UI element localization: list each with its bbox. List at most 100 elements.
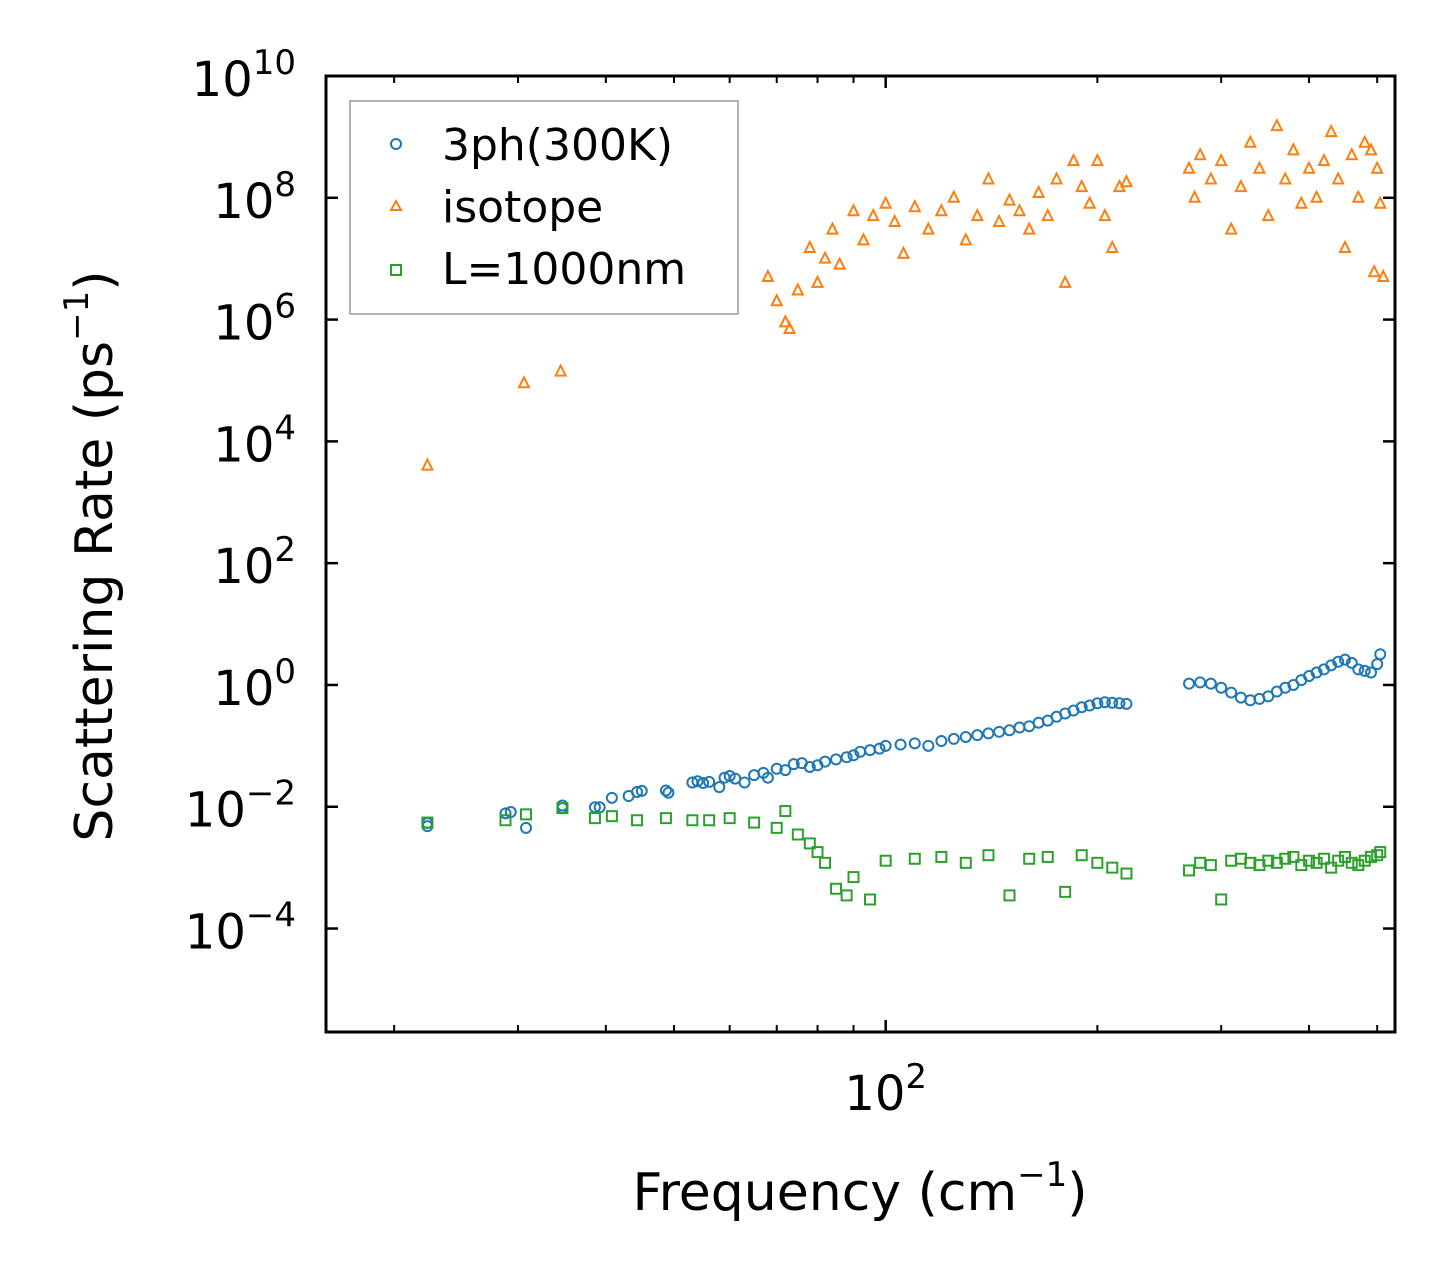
point-circle-58 xyxy=(1075,701,1088,714)
point-triangle-49 xyxy=(1243,134,1257,148)
point-triangle-29 xyxy=(1022,221,1036,235)
point-triangle-64 xyxy=(1358,134,1372,148)
point-square-29 xyxy=(1041,850,1054,863)
point-circle-89 xyxy=(1374,648,1387,661)
point-triangle-2 xyxy=(554,363,568,377)
point-square-4 xyxy=(588,812,601,825)
point-circle-73 xyxy=(1262,690,1275,703)
point-circle-85 xyxy=(1352,663,1365,676)
y-tick-label-2: 100 xyxy=(213,652,296,717)
x-tick-label-0: 102 xyxy=(844,1057,927,1122)
legend-label-boundary: L=1000nm xyxy=(442,244,686,295)
point-square-13 xyxy=(779,805,792,818)
point-triangle-35 xyxy=(1075,178,1089,193)
point-triangle-47 xyxy=(1224,221,1238,235)
point-triangle-45 xyxy=(1204,171,1218,185)
point-triangle-33 xyxy=(1058,274,1072,288)
point-circle-9 xyxy=(605,791,618,804)
point-triangle-26 xyxy=(992,213,1006,228)
point-triangle-37 xyxy=(1090,152,1104,167)
point-triangle-50 xyxy=(1252,160,1267,174)
point-square-12 xyxy=(770,821,783,834)
point-square-38 xyxy=(1215,893,1228,906)
point-triangle-12 xyxy=(832,256,847,270)
point-circle-62 xyxy=(1106,696,1119,709)
point-triangle-69 xyxy=(1376,268,1390,283)
point-triangle-58 xyxy=(1317,152,1331,167)
point-square-24 xyxy=(935,850,948,863)
point-circle-86 xyxy=(1358,664,1371,677)
point-square-23 xyxy=(908,852,921,865)
point-square-31 xyxy=(1075,849,1088,862)
point-triangle-17 xyxy=(888,213,902,228)
point-triangle-66 xyxy=(1367,263,1381,278)
point-square-51 xyxy=(1325,861,1338,874)
x-axis-label: Frequency (cm−1) xyxy=(632,1155,1087,1223)
point-circle-36 xyxy=(847,749,860,762)
point-square-54 xyxy=(1345,856,1358,869)
point-triangle-21 xyxy=(934,203,948,217)
x-axis-ticks: 102 xyxy=(393,76,1379,1122)
point-triangle-3 xyxy=(761,268,775,283)
point-triangle-4 xyxy=(770,293,784,307)
point-square-43 xyxy=(1262,854,1275,867)
point-circle-45 xyxy=(947,732,960,745)
point-triangle-28 xyxy=(1012,203,1027,217)
point-triangle-25 xyxy=(981,171,996,185)
point-triangle-11 xyxy=(825,221,840,235)
point-square-37 xyxy=(1204,859,1217,872)
point-triangle-52 xyxy=(1270,117,1284,132)
point-circle-44 xyxy=(935,735,948,748)
point-circle-65 xyxy=(1183,677,1196,690)
point-circle-40 xyxy=(879,739,892,752)
point-triangle-23 xyxy=(959,232,973,246)
legend-box xyxy=(349,100,739,315)
point-triangle-1 xyxy=(517,375,531,389)
point-circle-31 xyxy=(803,760,816,773)
point-circle-11 xyxy=(631,785,644,798)
point-square-17 xyxy=(819,856,832,869)
point-triangle-14 xyxy=(856,232,871,246)
point-circle-60 xyxy=(1091,697,1104,710)
point-square-9 xyxy=(703,814,716,827)
point-square-11 xyxy=(748,816,761,829)
point-circle-83 xyxy=(1339,653,1352,666)
point-triangle-22 xyxy=(947,189,961,203)
point-circle-18 xyxy=(703,775,716,788)
y-tick-label-6: 108 xyxy=(213,165,296,230)
point-triangle-46 xyxy=(1214,152,1228,167)
point-circle-23 xyxy=(738,776,751,789)
point-circle-35 xyxy=(840,751,853,764)
legend: 3ph(300K) isotope L=1000nm xyxy=(349,100,739,315)
point-circle-38 xyxy=(864,744,877,757)
point-square-30 xyxy=(1059,885,1072,898)
point-triangle-36 xyxy=(1083,195,1097,209)
point-triangle-43 xyxy=(1188,189,1202,203)
point-square-8 xyxy=(686,814,699,827)
y-tick-label-4: 104 xyxy=(213,408,296,473)
point-triangle-34 xyxy=(1066,152,1081,167)
point-square-36 xyxy=(1194,856,1207,869)
point-square-58 xyxy=(1371,849,1384,862)
point-triangle-60 xyxy=(1331,171,1345,185)
point-triangle-38 xyxy=(1098,207,1112,222)
point-square-56 xyxy=(1358,854,1371,867)
point-circle-88 xyxy=(1371,658,1384,671)
point-square-50 xyxy=(1317,852,1330,865)
point-circle-33 xyxy=(819,755,832,768)
point-circle-27 xyxy=(770,762,783,775)
point-square-34 xyxy=(1120,867,1133,880)
point-triangle-31 xyxy=(1041,207,1055,222)
point-triangle-9 xyxy=(810,274,825,288)
point-square-27 xyxy=(1003,889,1016,902)
point-circle-63 xyxy=(1113,697,1126,710)
point-circle-64 xyxy=(1120,697,1133,710)
point-circle-12 xyxy=(635,784,648,797)
series-0 xyxy=(421,648,1387,834)
point-circle-48 xyxy=(982,727,995,740)
point-triangle-54 xyxy=(1286,142,1301,156)
point-square-45 xyxy=(1279,852,1292,865)
y-tick-label-7: 1010 xyxy=(192,43,296,108)
point-square-22 xyxy=(879,854,892,867)
point-circle-67 xyxy=(1204,677,1217,690)
